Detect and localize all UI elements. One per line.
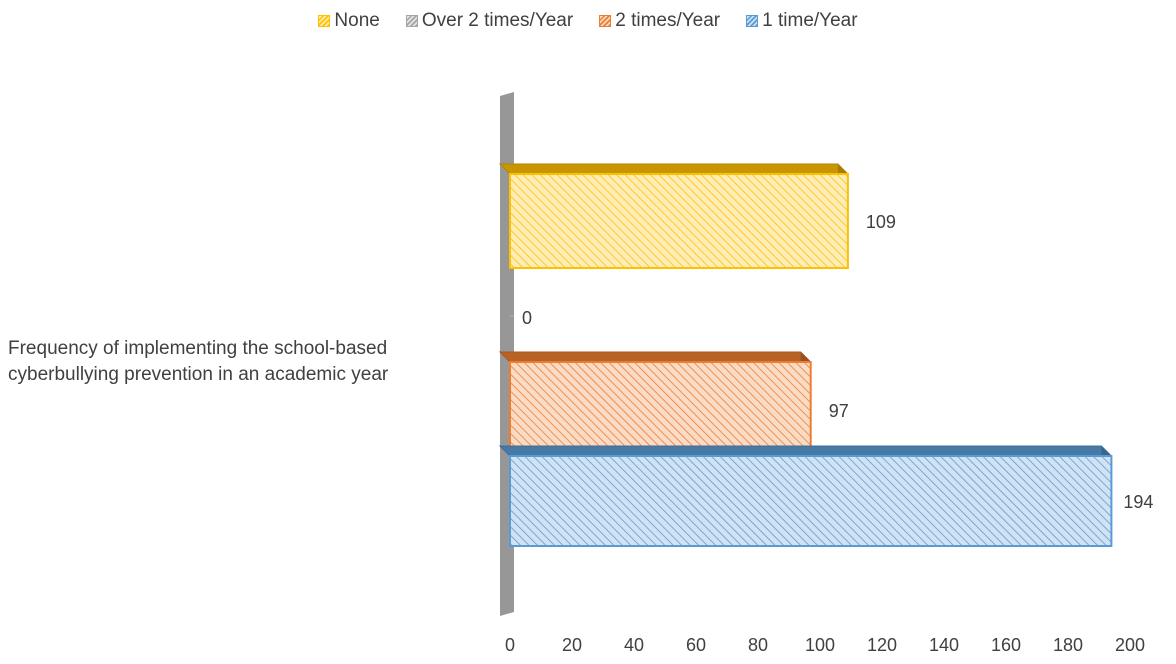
x-tick-label: 140 <box>929 635 959 655</box>
x-tick-label: 180 <box>1053 635 1083 655</box>
legend-label: 2 times/Year <box>615 10 721 31</box>
legend-swatch <box>405 15 418 27</box>
x-tick-label: 200 <box>1115 635 1145 655</box>
category-axis-label: Frequency of implementing the school-bas… <box>8 336 488 388</box>
data-label-none: 109 <box>866 212 896 232</box>
x-tick-label: 20 <box>562 635 582 655</box>
legend-label: Over 2 times/Year <box>421 10 574 31</box>
bar-top-face <box>498 351 812 363</box>
data-label-1-time-year: 194 <box>1123 492 1153 512</box>
bars-group <box>498 163 1113 547</box>
bar-2-times-year <box>498 351 812 459</box>
bar-1-time-year <box>498 445 1113 547</box>
x-tick-label: 60 <box>686 635 706 655</box>
x-tick-label: 80 <box>748 635 768 655</box>
legend-swatch <box>318 15 331 27</box>
x-axis-ticks: 0 20 40 60 80 100 120 140 160 180 200 <box>505 635 1145 655</box>
bar-none <box>498 163 850 269</box>
legend-swatch <box>746 15 759 27</box>
chart-legend: None Over 2 times/Year 2 times/Year 1 time/… <box>0 6 1176 36</box>
legend-label: None <box>334 10 380 31</box>
bar-front-face <box>509 173 849 269</box>
bar-front-face <box>509 455 1113 547</box>
data-label-2-times-year: 97 <box>829 401 849 421</box>
legend-swatch <box>599 15 612 27</box>
category-label-line-2: cyberbullying prevention in an academic … <box>8 364 389 385</box>
data-labels-group: 109 0 97 194 <box>522 212 1153 512</box>
x-tick-label: 100 <box>805 635 835 655</box>
category-label-line-1: Frequency of implementing the school-bas… <box>8 338 388 359</box>
bar-top-face <box>498 445 1113 457</box>
legend-label: 1 time/Year <box>762 10 858 31</box>
legend-item: None <box>318 10 380 32</box>
bar-front-face <box>509 361 812 459</box>
x-tick-label: 0 <box>505 635 515 655</box>
bar-top-face <box>498 163 850 175</box>
legend-item: 1 time/Year <box>746 10 858 32</box>
legend-item: Over 2 times/Year <box>405 10 574 32</box>
x-tick-label: 40 <box>624 635 644 655</box>
data-label-over-2-times-year: 0 <box>522 308 532 328</box>
x-tick-label: 120 <box>867 635 897 655</box>
x-tick-label: 160 <box>991 635 1021 655</box>
legend-item: 2 times/Year <box>599 10 720 32</box>
